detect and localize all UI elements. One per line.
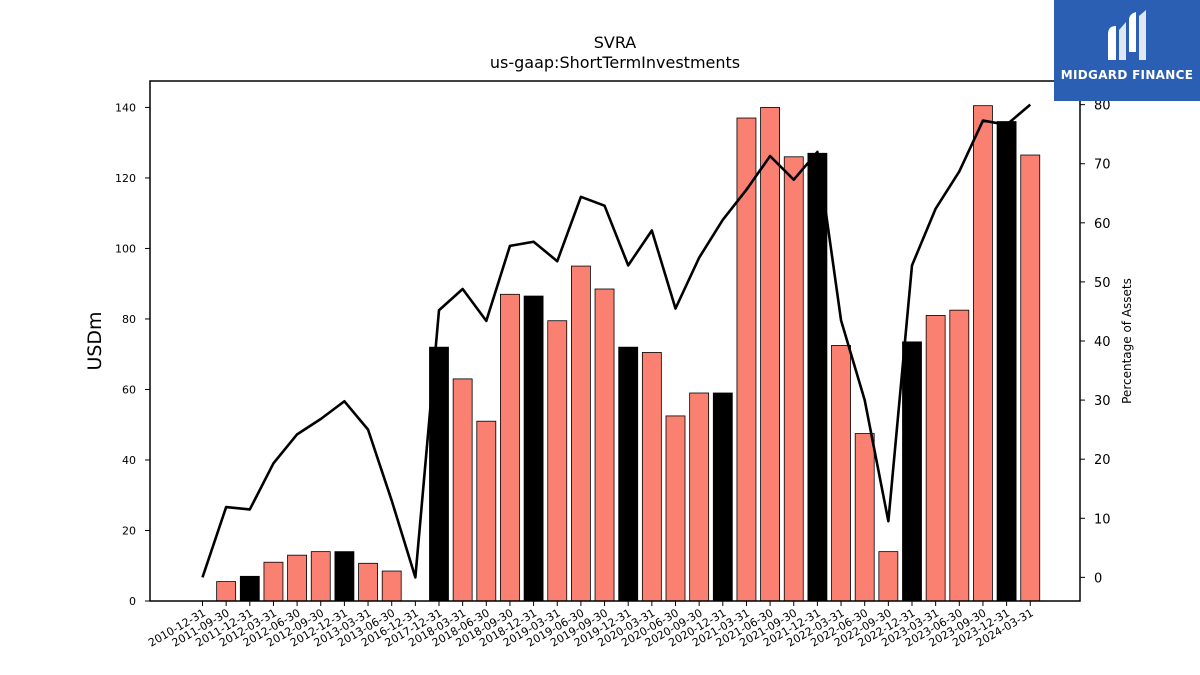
bar [878,551,899,602]
bar [310,551,331,602]
y-right-tick-label: 70 [1094,158,1111,173]
bar [500,293,520,602]
brand-logo: MIDGARD FINANCE [1054,0,1200,101]
bar [618,346,639,602]
bar [973,105,993,602]
bar [854,433,875,602]
bar [925,315,946,602]
y-tick-label: 120 [115,172,136,185]
bar [452,378,473,602]
bar [547,320,568,602]
percentage-line [201,103,1032,579]
bar [476,420,497,602]
x-axis: 2010-12-312011-09-302011-12-312012-03-31… [146,601,1036,650]
y-right-tick-label: 60 [1094,217,1111,232]
y-tick-label: 140 [115,101,136,114]
bar-group [216,105,1041,602]
logo-text: MIDGARD FINANCE [1060,68,1194,82]
y-right-tick-label: 10 [1094,512,1111,527]
y-axis-label-left: USDm [84,311,106,370]
y-tick-label: 20 [122,524,136,537]
y-tick-label: 40 [122,454,136,467]
bar [263,561,284,602]
y-right-tick-label: 40 [1094,335,1111,350]
chart-title: SVRA [594,33,637,52]
midgard-logo-icon [1108,10,1146,60]
y-tick-label: 0 [129,595,136,608]
y-axis-left: 0 20 40 60 80 100 120 140 [115,101,150,608]
bar [216,581,237,602]
bar [665,415,686,602]
y-right-tick-label: 80 [1094,99,1111,114]
y-tick-label: 80 [122,313,136,326]
bar [996,121,1017,602]
bar [831,345,851,602]
y-axis-right: 0 10 20 30 40 50 60 70 80 [1080,99,1111,586]
bar [358,562,378,602]
bar [807,152,828,602]
bar [641,352,662,602]
y-right-tick-label: 50 [1094,276,1111,291]
bar [571,265,591,602]
bar [1020,154,1041,602]
bar [287,554,308,602]
bar [594,288,615,602]
y-tick-label: 100 [115,242,136,255]
y-tick-label: 60 [122,383,136,396]
bar [949,309,970,602]
bar [239,575,260,602]
y-right-tick-label: 30 [1094,394,1111,409]
bar [902,341,922,602]
bar [760,107,780,602]
bar [381,570,402,602]
chart-subtitle: us-gaap:ShortTermInvestments [490,53,740,72]
bar [334,551,355,602]
bar [523,295,544,602]
y-axis-label-right: Percentage of Assets [1120,278,1134,404]
y-right-tick-label: 20 [1094,453,1111,468]
y-right-tick-label: 0 [1094,571,1102,586]
bar [689,392,710,602]
bar [712,392,733,602]
bar [783,156,804,602]
